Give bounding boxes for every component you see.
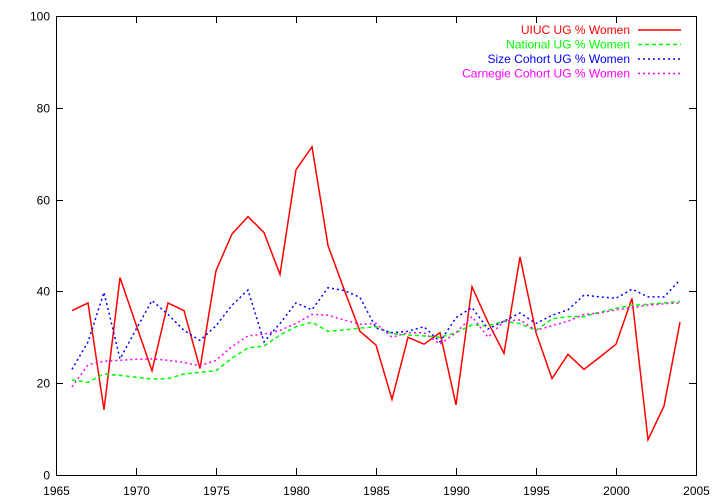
x-tick-label: 1965 (43, 484, 70, 498)
y-tick-label: 100 (30, 10, 50, 24)
x-tick-label: 1980 (283, 484, 310, 498)
series-line-1 (71, 144, 681, 443)
legend-label-3: Size Cohort UG % Women (488, 52, 631, 66)
plot-frame (56, 16, 697, 476)
x-tick-label: 1970 (123, 484, 150, 498)
y-tick-label: 40 (37, 285, 51, 299)
y-tick-label: 0 (43, 469, 50, 483)
series-layer (71, 144, 681, 443)
x-tick-label: 1985 (363, 484, 390, 498)
legend-label-4: Carnegie Cohort UG % Women (462, 67, 630, 81)
x-tick-label: 2005 (683, 484, 710, 498)
y-tick-label: 20 (37, 377, 51, 391)
legend-label-2: National UG % Women (506, 38, 630, 52)
x-tick-label: 2000 (603, 484, 630, 498)
x-tick-label: 1975 (203, 484, 230, 498)
x-tick-label: 1995 (523, 484, 550, 498)
series-line-2 (71, 300, 681, 384)
axis-ticks: 0 20 40 60 80 100 1965 1970 1975 1980 1985 1990 1995… (30, 10, 710, 499)
y-tick-label: 60 (37, 194, 51, 208)
series-line-4 (71, 302, 681, 388)
x-tick-label: 1990 (443, 484, 470, 498)
legend-label-1: UIUC UG % Women (521, 23, 630, 37)
y-tick-label: 80 (37, 102, 51, 116)
